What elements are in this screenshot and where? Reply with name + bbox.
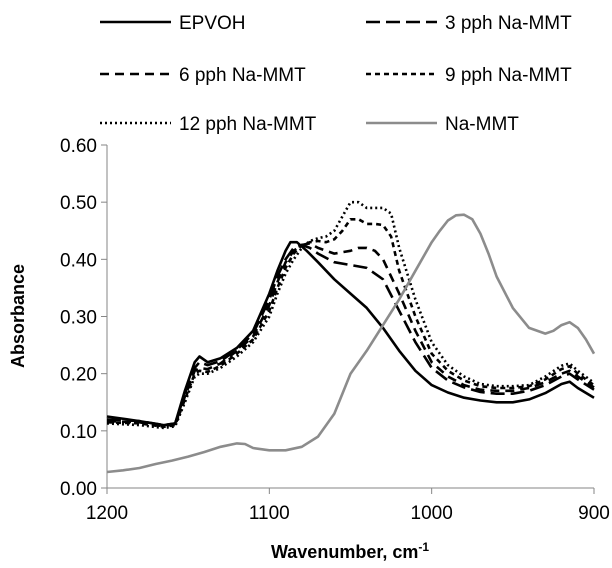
legend-label: EPVOH [179,13,246,34]
y-tick-label: 0.50 [60,193,97,214]
x-axis-title: Wavenumber, cm-1 [271,540,429,562]
y-axis-title: Absorbance [8,264,28,368]
series-line-12-pph-na-mmt [106,200,595,430]
legend: EPVOH 3 pph Na-MMT 6 pph Na-MMT 9 pph Na-MM… [100,13,572,135]
legend-label: Na-MMT [445,114,519,135]
series-line-epvoh [106,240,595,427]
y-tick-label: 0.60 [60,136,97,157]
x-ticks: 1200 1100 1000 900 [86,488,610,524]
y-tick-label: 0.00 [60,479,97,500]
plot-area [106,200,596,474]
y-ticks: 0.00 0.10 0.20 0.30 0.40 0.50 0.60 [60,136,107,500]
series-line-na-mmt [106,213,596,474]
y-tick-label: 0.20 [60,365,97,386]
x-tick-label: 1100 [249,503,290,524]
series-line-3-pph-na-mmt [106,243,595,427]
y-tick-label: 0.10 [60,422,97,443]
x-axis-title-main: Wavenumber, cm [271,542,418,562]
legend-label: 12 pph Na-MMT [179,114,317,135]
y-tick-label: 0.30 [60,308,97,329]
series-line-6-pph-na-mmt [106,242,595,428]
x-tick-label: 900 [578,503,610,524]
x-axis-title-superscript: -1 [418,540,429,554]
series-line-9-pph-na-mmt [106,218,595,429]
legend-label: 6 pph Na-MMT [179,65,306,86]
y-tick-label: 0.40 [60,250,97,271]
legend-label: 3 pph Na-MMT [445,13,572,34]
legend-label: 9 pph Na-MMT [445,65,572,86]
x-tick-label: 1000 [411,503,453,524]
x-tick-label: 1200 [86,503,128,524]
